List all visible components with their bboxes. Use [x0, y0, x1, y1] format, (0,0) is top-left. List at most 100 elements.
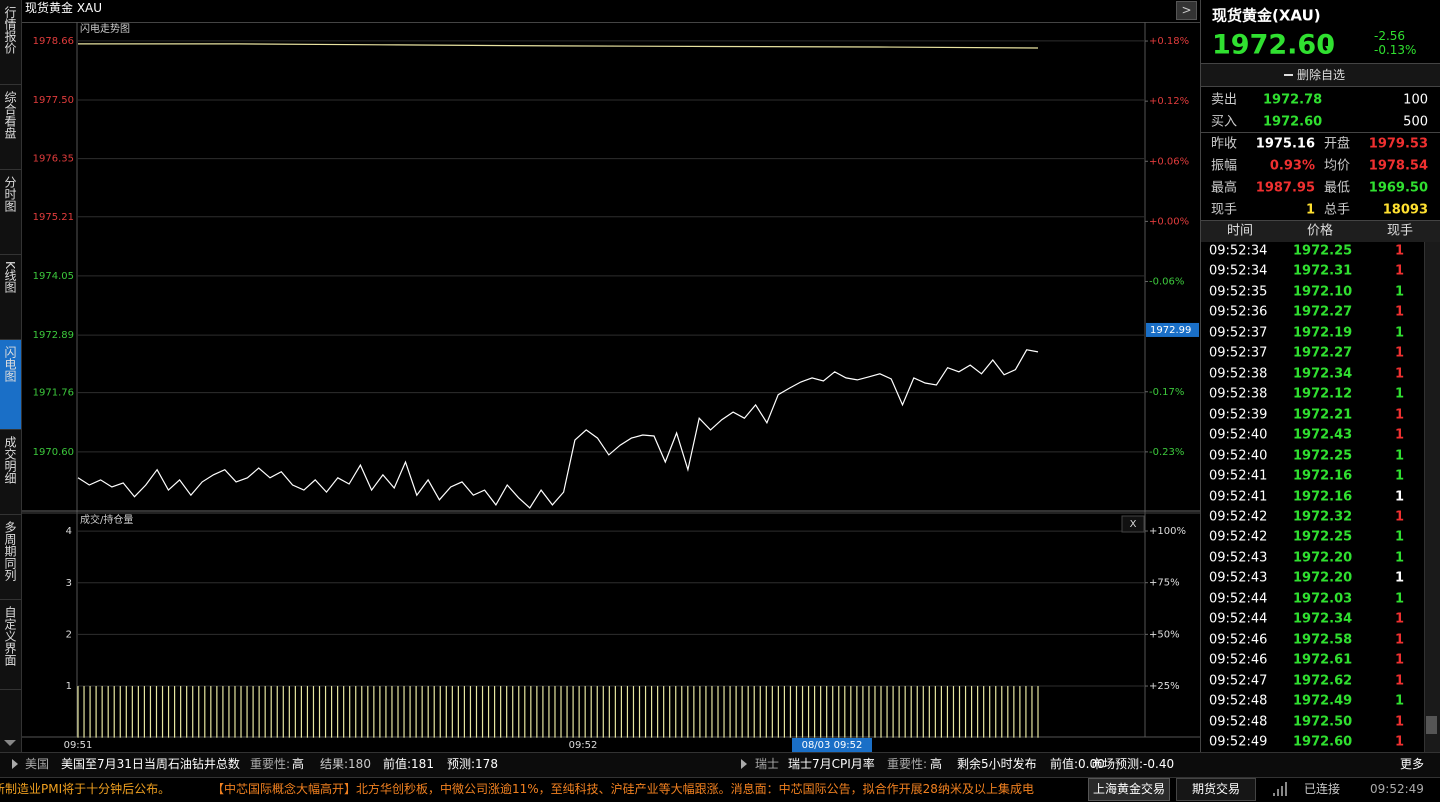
trade-price: 1972.19: [1293, 325, 1353, 341]
trade-time: 09:52:46: [1209, 652, 1268, 668]
book-label: 买入: [1211, 114, 1238, 130]
y-tick-label: 1972.89: [33, 330, 74, 341]
signal-bar: [1281, 785, 1283, 796]
news-event: 瑞士7月CPI月率: [788, 757, 875, 771]
news-country: 瑞士: [755, 757, 780, 771]
sidebar-tab[interactable]: K线图: [0, 255, 21, 340]
sidebar-tab[interactable]: 成交明细: [0, 430, 21, 515]
trade-price: 1972.60: [1293, 734, 1353, 750]
stat-label: 开盘: [1324, 136, 1351, 152]
news-previous: 前值:181: [383, 757, 434, 771]
trade-qty: 1: [1394, 243, 1404, 259]
book-price: 1972.78: [1263, 92, 1323, 108]
y2-tick-label: +50%: [1149, 629, 1180, 640]
y2-tick-label: +25%: [1149, 681, 1180, 692]
ticker-text: 新制造业PMI将于十分钟后公布。: [0, 782, 171, 796]
trade-qty: 1: [1394, 386, 1404, 402]
trade-time: 09:52:35: [1209, 284, 1268, 300]
status-tab[interactable]: [1176, 778, 1256, 801]
y2-tick-label: +0.06%: [1149, 156, 1189, 167]
price-line: [78, 43, 1039, 49]
trade-qty: 1: [1394, 345, 1404, 361]
tab-label: 行情报价: [3, 6, 17, 54]
trade-qty: 1: [1394, 468, 1404, 484]
stat-value: 1978.54: [1368, 158, 1428, 174]
expand-button[interactable]: >: [1176, 1, 1197, 20]
stat-label: 振幅: [1211, 158, 1238, 174]
y-tick-label: 1974.05: [33, 271, 74, 282]
sidebar-tab[interactable]: 分时图: [0, 170, 21, 255]
stat-value: 1979.53: [1368, 136, 1428, 152]
scroll-down-arrow: [4, 740, 16, 746]
divider: [1201, 132, 1440, 133]
stat-value: 1987.95: [1255, 180, 1315, 196]
news-event: 美国至7月31日当周石油钻井总数: [61, 757, 240, 771]
news-importance-label: 重要性:: [887, 757, 928, 771]
y2-tick-label: -0.06%: [1149, 277, 1184, 288]
trade-qty: 1: [1394, 407, 1404, 423]
sidebar-tab[interactable]: 行情报价: [0, 0, 21, 85]
sidebar-tab[interactable]: 多周期同列: [0, 515, 21, 600]
trade-time: 09:52:47: [1209, 673, 1268, 689]
last-price: 1972.60: [1212, 29, 1335, 61]
ticker-text: 【中芯国际概念大幅高开】北方华创秒板，中微公司涨逾11%，至纯科技、沪硅产业等大…: [212, 783, 1034, 795]
y2-tick-label: -0.17%: [1149, 387, 1184, 398]
news-importance: 高: [292, 757, 305, 771]
chart-title: 闪电走势图: [80, 22, 130, 35]
tab-label: 分时图: [3, 176, 17, 212]
trade-price: 1972.50: [1293, 714, 1353, 730]
trade-qty: 1: [1394, 263, 1404, 279]
down-arrow-head: [1325, 46, 1333, 52]
trade-qty: 1: [1394, 427, 1404, 443]
trade-qty: 1: [1394, 632, 1404, 648]
trade-qty: 1: [1394, 591, 1404, 607]
trade-time: 09:52:48: [1209, 693, 1268, 709]
y-tick-label: 1975.21: [33, 212, 74, 223]
trade-time: 09:52:44: [1209, 611, 1268, 627]
tab-label: 闪电图: [3, 346, 17, 382]
trade-qty: 1: [1394, 325, 1404, 341]
y-tick-label: 1: [66, 681, 72, 692]
news-forecast: 市场预测:-0.40: [1091, 757, 1175, 771]
trade-qty: 1: [1394, 304, 1404, 320]
trade-qty: 1: [1394, 714, 1404, 730]
trade-qty: 1: [1394, 529, 1404, 545]
sidebar-tab[interactable]: 自定义界面: [0, 600, 21, 690]
trade-price: 1972.03: [1293, 591, 1353, 607]
news-country: 美国: [25, 757, 50, 771]
news-bar: [0, 752, 1440, 777]
stat-label: 现手: [1211, 202, 1238, 218]
y2-tick-label: +0.18%: [1149, 36, 1189, 47]
news-result: 结果:180: [320, 757, 371, 771]
tab-label: 综合看盘: [3, 91, 17, 139]
tab-label: K线图: [3, 261, 17, 293]
trade-qty: 1: [1394, 693, 1404, 709]
trade-time: 09:52:37: [1209, 345, 1268, 361]
trade-price: 1972.25: [1293, 448, 1353, 464]
y-tick-label: 2: [66, 629, 72, 640]
sidebar-tab[interactable]: 综合看盘: [0, 85, 21, 170]
status-tab[interactable]: [1088, 778, 1170, 801]
news-more[interactable]: 更多: [1400, 757, 1425, 771]
y-tick-label: 1976.35: [33, 154, 74, 165]
y2-tick-label: +75%: [1149, 578, 1180, 589]
trade-qty: 1: [1394, 509, 1404, 525]
trades-header-cell: 价格: [1306, 223, 1334, 239]
remove-watchlist-button[interactable]: [1201, 63, 1440, 87]
stat-label: 最高: [1211, 180, 1238, 196]
trade-price: 1972.16: [1293, 468, 1353, 484]
trade-price: 1972.58: [1293, 632, 1353, 648]
trade-qty: 1: [1394, 366, 1404, 382]
trade-time: 09:52:39: [1209, 407, 1268, 423]
price-line: [77, 349, 1039, 509]
trade-time: 09:52:34: [1209, 243, 1268, 259]
book-label: 卖出: [1211, 92, 1238, 108]
trade-time: 09:52:46: [1209, 632, 1268, 648]
trade-qty: 1: [1394, 489, 1404, 505]
trades-header-cell: 时间: [1226, 223, 1254, 239]
news-forecast: 预测:178: [447, 757, 498, 771]
trade-price: 1972.62: [1293, 673, 1353, 689]
news-importance: 高: [930, 757, 943, 771]
y2-tick-label: +100%: [1149, 526, 1186, 537]
sidebar-tab[interactable]: 闪电图: [0, 340, 21, 430]
